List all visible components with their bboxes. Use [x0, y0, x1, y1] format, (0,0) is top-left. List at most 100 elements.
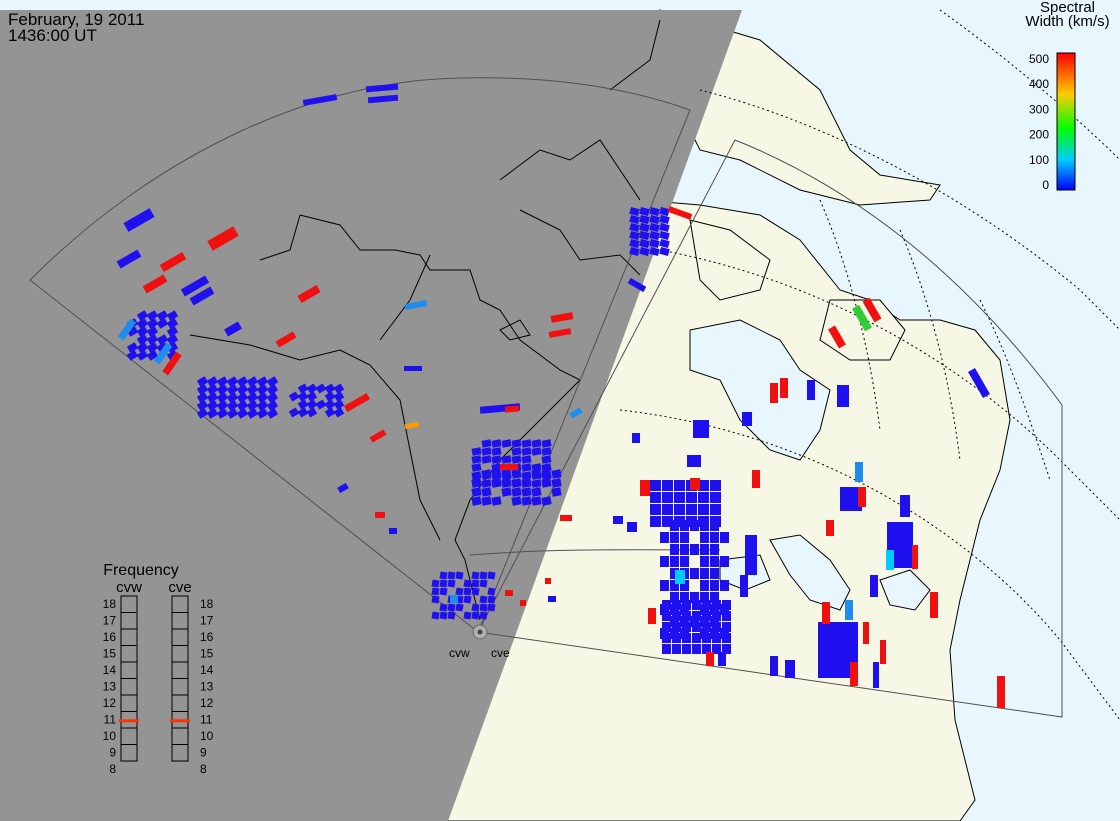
echo-cell — [266, 392, 279, 403]
echo-cell — [521, 478, 532, 488]
echo-cell — [649, 230, 660, 241]
echo-cell — [692, 622, 701, 632]
echo-cell — [649, 222, 660, 233]
echo-cell — [674, 492, 685, 503]
echo-cell — [702, 644, 711, 654]
graticule-lines — [619, 9, 1120, 721]
echo-cell — [206, 408, 219, 419]
frequency-scale-label: 12 — [103, 696, 117, 710]
echo-cell — [632, 433, 640, 443]
echo-cell — [126, 326, 139, 337]
colorbar-title-line2: Width (km/s) — [1025, 13, 1110, 30]
frequency-radar-cve: cve — [168, 579, 191, 596]
echo-cell — [680, 592, 689, 603]
echo-cell — [479, 603, 488, 612]
echo-cell — [650, 492, 661, 503]
echo-cell — [702, 600, 711, 610]
echo-cell — [629, 230, 640, 241]
frequency-scale-label: 18 — [200, 597, 214, 611]
echo-cell — [722, 611, 731, 621]
echo-cell — [639, 246, 650, 257]
frequency-marker — [119, 719, 139, 723]
echo-cell — [770, 383, 778, 403]
echo-cell — [629, 238, 640, 249]
echo-cell — [246, 384, 259, 395]
echo-cell — [560, 515, 572, 521]
echo-cell — [710, 504, 721, 515]
radar-label-cve: cve — [491, 646, 510, 660]
echo-cell — [680, 532, 689, 543]
echo-cell — [216, 408, 229, 419]
echo-cell — [670, 616, 679, 627]
echo-cell — [375, 512, 385, 518]
echo-cell — [672, 622, 681, 632]
echo-cell — [900, 495, 910, 517]
echo-cell — [545, 578, 551, 584]
echo-cell — [450, 595, 458, 603]
echo-cell — [541, 478, 552, 488]
echo-cell — [686, 504, 697, 515]
echo-cell — [569, 407, 583, 419]
echo-cell — [216, 392, 229, 403]
echo-cell — [700, 616, 709, 627]
echo-cell — [196, 376, 209, 387]
echo-cell — [667, 206, 693, 220]
echo-cell — [700, 568, 709, 579]
echo-cell — [662, 611, 671, 621]
echo-cell — [236, 400, 249, 411]
echo-cell — [521, 487, 532, 497]
echo-cell — [189, 286, 215, 306]
echo-cell — [670, 520, 679, 531]
frequency-scale-label: 12 — [200, 696, 214, 710]
echo-cell — [216, 384, 229, 395]
echo-cell — [146, 318, 159, 329]
frequency-scale-label: 17 — [103, 614, 117, 628]
echo-cell — [541, 455, 552, 464]
echo-cell — [136, 350, 149, 361]
echo-cell — [146, 326, 159, 337]
echo-cell — [324, 407, 336, 418]
echo-cell — [216, 400, 229, 411]
echo-cell — [196, 392, 209, 403]
echo-cell — [702, 611, 711, 621]
echo-cell — [551, 478, 562, 488]
frequency-scale-label: 13 — [200, 680, 214, 694]
echo-cell — [862, 297, 882, 323]
echo-cell — [166, 334, 179, 345]
echo-cell — [246, 392, 259, 403]
frequency-scale-label: 13 — [103, 680, 117, 694]
echo-cell — [639, 238, 650, 249]
echo-cell — [541, 439, 552, 448]
echo-cell — [690, 478, 700, 490]
echo-cell — [807, 380, 815, 400]
colorbar-title-line1: Spectral — [1039, 0, 1096, 16]
echo-cell — [463, 611, 472, 620]
echo-cell — [702, 622, 711, 632]
echo-cell — [343, 392, 371, 413]
echo-cell — [246, 376, 259, 387]
echo-cell — [246, 400, 259, 411]
echo-cell — [471, 455, 482, 464]
echo-cell — [785, 660, 795, 678]
echo-cell — [541, 496, 552, 506]
frequency-scale-label: 10 — [103, 729, 117, 743]
echo-cell — [670, 532, 679, 543]
echo-cell — [627, 277, 647, 293]
echo-cell — [852, 304, 872, 332]
echo-cell — [662, 633, 671, 643]
echo-cell — [333, 383, 345, 394]
echo-cell — [629, 246, 640, 257]
echo-cell — [531, 439, 542, 448]
echo-cell — [718, 652, 726, 666]
echo-cell — [828, 325, 846, 349]
echo-cell — [447, 603, 456, 612]
echo-cell — [297, 383, 309, 394]
echo-cell — [471, 487, 482, 497]
echo-cell — [156, 310, 169, 321]
echo-cell — [404, 300, 428, 310]
echo-cell — [674, 516, 685, 527]
echo-cell — [511, 439, 522, 448]
echo-cell — [116, 249, 142, 269]
echo-cell — [333, 399, 345, 410]
